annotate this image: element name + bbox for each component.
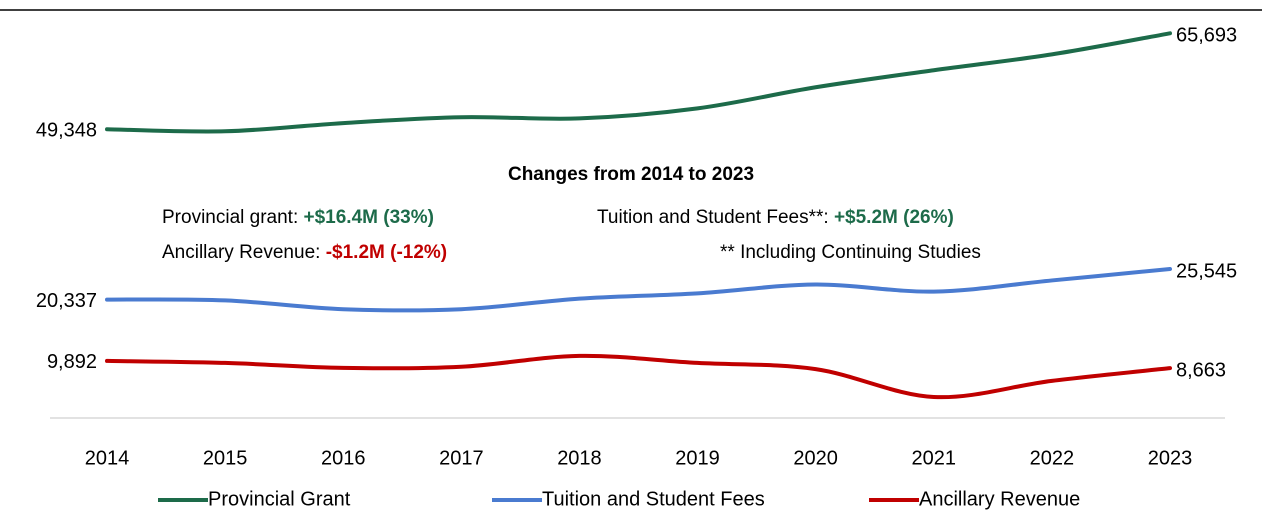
x-tick-label: 2022 bbox=[1030, 447, 1075, 469]
annotation-title: Changes from 2014 to 2023 bbox=[508, 164, 754, 185]
legend-label: Tuition and Student Fees bbox=[542, 488, 765, 510]
annotation-label: Tuition and Student Fees**: bbox=[597, 207, 834, 228]
data-label: 8,663 bbox=[1176, 359, 1226, 381]
annotation-item: Tuition and Student Fees**: +$5.2M (26%) bbox=[597, 207, 954, 228]
annotation-value: -$1.2M (-12%) bbox=[326, 242, 447, 263]
x-tick-label: 2021 bbox=[912, 447, 957, 469]
annotation-item: Provincial grant: +$16.4M (33%) bbox=[162, 207, 434, 228]
x-tick-label: 2019 bbox=[675, 447, 720, 469]
legend-label: Ancillary Revenue bbox=[919, 488, 1080, 510]
annotation-item: Ancillary Revenue: -$1.2M (-12%) bbox=[162, 242, 447, 263]
annotation-label: Ancillary Revenue: bbox=[162, 242, 326, 263]
x-tick-label: 2016 bbox=[321, 447, 366, 469]
data-label: 20,337 bbox=[36, 290, 97, 312]
annotation-label: Provincial grant: bbox=[162, 207, 304, 228]
x-tick-label: 2023 bbox=[1148, 447, 1193, 469]
data-label: 9,892 bbox=[47, 351, 97, 373]
series-line bbox=[105, 31, 1172, 134]
annotation-value: +$16.4M (33%) bbox=[304, 207, 434, 228]
annotation-footnote: ** Including Continuing Studies bbox=[720, 242, 981, 263]
x-tick-label: 2018 bbox=[557, 447, 602, 469]
x-tick-label: 2015 bbox=[203, 447, 248, 469]
legend-label: Provincial Grant bbox=[208, 488, 351, 510]
data-label: 65,693 bbox=[1176, 25, 1237, 47]
series-line bbox=[105, 267, 1172, 313]
x-tick-label: 2014 bbox=[85, 447, 130, 469]
series-line bbox=[105, 353, 1172, 400]
annotation-value: +$5.2M (26%) bbox=[834, 207, 954, 228]
data-label: 49,348 bbox=[36, 120, 97, 142]
x-tick-label: 2020 bbox=[793, 447, 838, 469]
x-tick-label: 2017 bbox=[439, 447, 484, 469]
data-label: 25,545 bbox=[1176, 260, 1237, 282]
